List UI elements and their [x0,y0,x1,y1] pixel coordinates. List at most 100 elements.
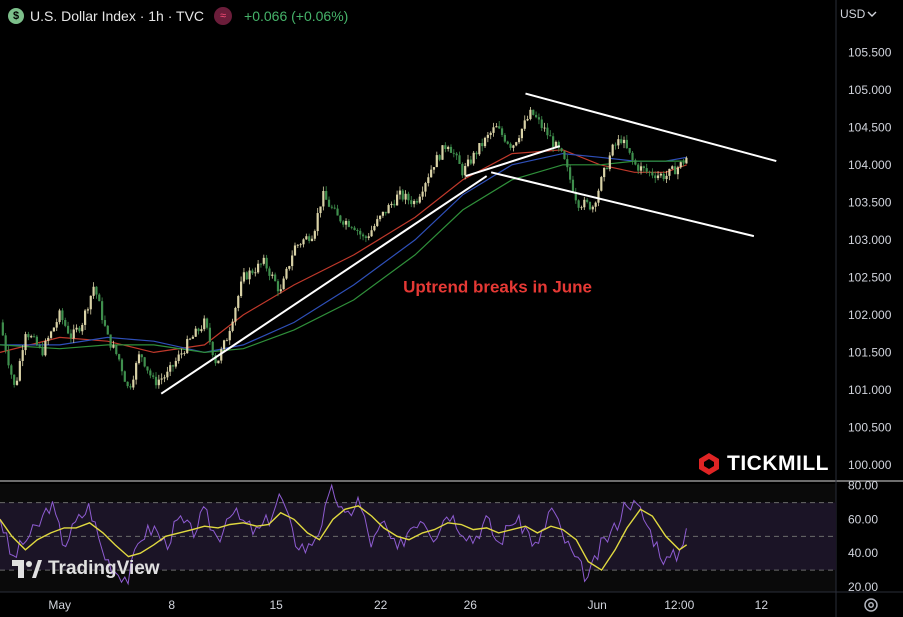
candle-body [75,327,78,330]
candle-body [143,357,146,367]
candle-body [466,159,470,167]
candle-body [520,128,524,139]
candle-body [217,360,220,364]
candle-body [137,354,141,364]
candle-body [208,327,211,342]
candle-body [92,286,95,296]
time-tick-label: 12:00 [664,598,694,612]
candle-body [418,196,421,203]
candle-body [21,350,24,362]
candle-body [685,157,688,164]
candle-body [563,151,566,160]
candle-body [271,274,274,276]
candle-body [625,139,628,149]
candle-body [605,167,609,170]
currency-label: USD [840,7,866,21]
candle-body [500,128,504,135]
candle-body [279,289,282,292]
candle-body [115,345,118,355]
candle-body [552,136,555,147]
candle-body [248,270,251,280]
trendlines [160,92,777,395]
candle-body [526,119,529,121]
candle-body [305,236,308,240]
candle-body [444,145,447,150]
time-tick-label: 26 [464,598,478,612]
symbol-title[interactable]: U.S. Dollar Index · 1h · TVC [30,8,205,24]
candle-body [237,296,240,308]
candle-body [622,139,626,144]
price-tick-label: 100.500 [848,420,892,434]
candle-body [481,143,484,147]
candle-body [659,173,662,176]
candle-body [668,168,671,176]
time-tick-label: 12 [755,598,769,612]
currency-selector[interactable]: USD [840,4,890,24]
candle-body [30,336,33,338]
candle-body [671,166,674,169]
candle-body [52,327,55,332]
candle-body [101,301,104,321]
candle-body [665,175,668,180]
candle-body [506,141,509,144]
candle-body [614,144,617,146]
axes: 105.500 105.000 104.500 104.000 103.500 103.0… [48,45,891,612]
candle-body [336,208,339,216]
candle-body [401,190,404,200]
candle-body [319,206,322,214]
candle-body [146,366,149,371]
candle-body [566,159,569,168]
candle-body [41,346,44,356]
price-change: +0.066 (+0.06%) [244,8,349,24]
candle-body [594,202,597,207]
candle-body [637,164,640,171]
price-tick-label: 102.500 [848,270,892,284]
candle-body [427,177,430,184]
candle-body [645,168,648,172]
gear-icon[interactable] [862,596,880,614]
candle-body [259,263,263,265]
candle-body [534,114,538,118]
candle-body [245,272,248,280]
candle-body [591,206,594,210]
candle-body [242,272,246,282]
rsi-tick-label: 60.00 [848,512,878,526]
candle-body [384,211,387,214]
candle-body [268,268,271,276]
candle-body [600,177,603,191]
time-tick-label: Jun [587,598,606,612]
candle-body [458,155,461,164]
candle-body [574,192,577,201]
candle-body [449,146,453,153]
candle-body [673,166,677,175]
candle-body [103,320,107,326]
candle-body [333,207,336,209]
candle-body [55,322,58,328]
candle-body [415,200,419,203]
chevron-down-icon [867,11,877,17]
candle-body [410,200,413,205]
candle-body [58,310,61,323]
tradingview-wordmark: TradingView [48,558,160,579]
trendline-1 [465,145,561,178]
candle-body [495,126,498,128]
candle-body [194,328,197,337]
candle-body [191,336,194,339]
candle-body [1,322,4,336]
candle-body [47,337,50,341]
trendline-3 [490,171,755,238]
candle-body [347,220,350,227]
candle-body [381,211,385,216]
candle-body [308,236,311,241]
candle-body [120,359,124,372]
candle-body [49,331,53,338]
candle-body [285,268,288,279]
candle-body [83,310,87,325]
tickmill-logo: TICKMILL [697,452,829,476]
candle-body [214,355,217,364]
candle-body [288,266,291,269]
candle-body [447,146,450,150]
candle-body [291,255,294,267]
indicator-icon[interactable]: ≈ [214,7,233,25]
